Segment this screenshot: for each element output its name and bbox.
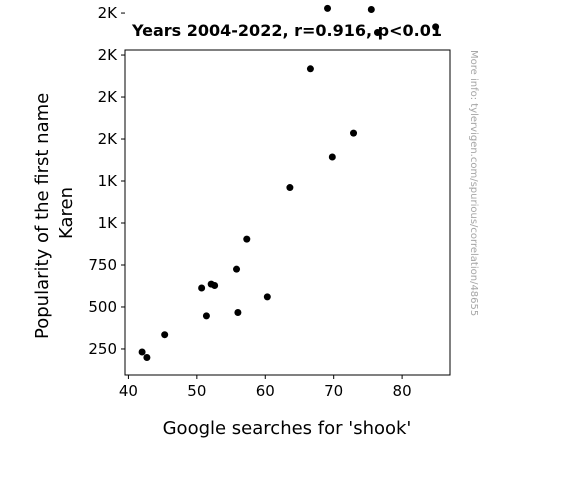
y-axis-label-line-2: Karen	[56, 187, 77, 239]
data-point	[306, 65, 314, 73]
y-axis-label-line-1: Popularity of the first name	[32, 93, 53, 339]
x-tick-label: 70	[324, 382, 343, 400]
plot-frame	[124, 49, 451, 376]
data-points	[138, 4, 440, 362]
x-tick-label: 40	[119, 382, 138, 400]
data-point	[202, 312, 210, 320]
data-point	[286, 184, 294, 192]
chart-title: Years 2004-2022, r=0.916, p<0.01	[131, 21, 442, 40]
y-tick-label: 2K	[98, 46, 119, 64]
data-point	[233, 265, 241, 273]
data-point	[243, 235, 251, 243]
x-axis-ticks: 40 50 60 70 80	[119, 375, 412, 400]
y-tick-label: 2K	[98, 88, 119, 106]
data-point	[367, 6, 375, 14]
y-tick-label: 500	[88, 298, 117, 316]
data-point	[373, 29, 381, 37]
data-point	[138, 348, 146, 356]
data-point	[211, 281, 219, 289]
data-point	[328, 153, 336, 161]
y-tick-label: 250	[88, 340, 117, 358]
x-tick-label: 60	[256, 382, 275, 400]
y-tick-label: 750	[88, 256, 117, 274]
data-point	[198, 284, 206, 292]
data-point	[324, 4, 332, 12]
x-tick-label: 50	[187, 382, 206, 400]
y-tick-label: 2K	[98, 130, 119, 148]
plot-area	[124, 49, 451, 376]
data-point	[234, 309, 242, 317]
x-axis-label: Google searches for 'shook'	[163, 418, 412, 439]
y-tick-label: 1K	[98, 214, 119, 232]
y-axis-label: Popularity of the first name Karen	[32, 87, 77, 339]
y-tick-label: 2K	[98, 4, 119, 22]
data-point	[143, 354, 151, 362]
x-tick-label: 80	[393, 382, 412, 400]
data-point	[350, 129, 358, 137]
data-point	[432, 23, 440, 31]
data-point	[263, 293, 271, 301]
watermark-text: More info: tylervigen.com/spurious/corre…	[468, 50, 479, 316]
y-axis-ticks: 250 500 750 1K 1K 2K 2K 2K 2K	[88, 4, 125, 358]
y-tick-label: 1K	[98, 172, 119, 190]
data-point	[161, 331, 169, 339]
